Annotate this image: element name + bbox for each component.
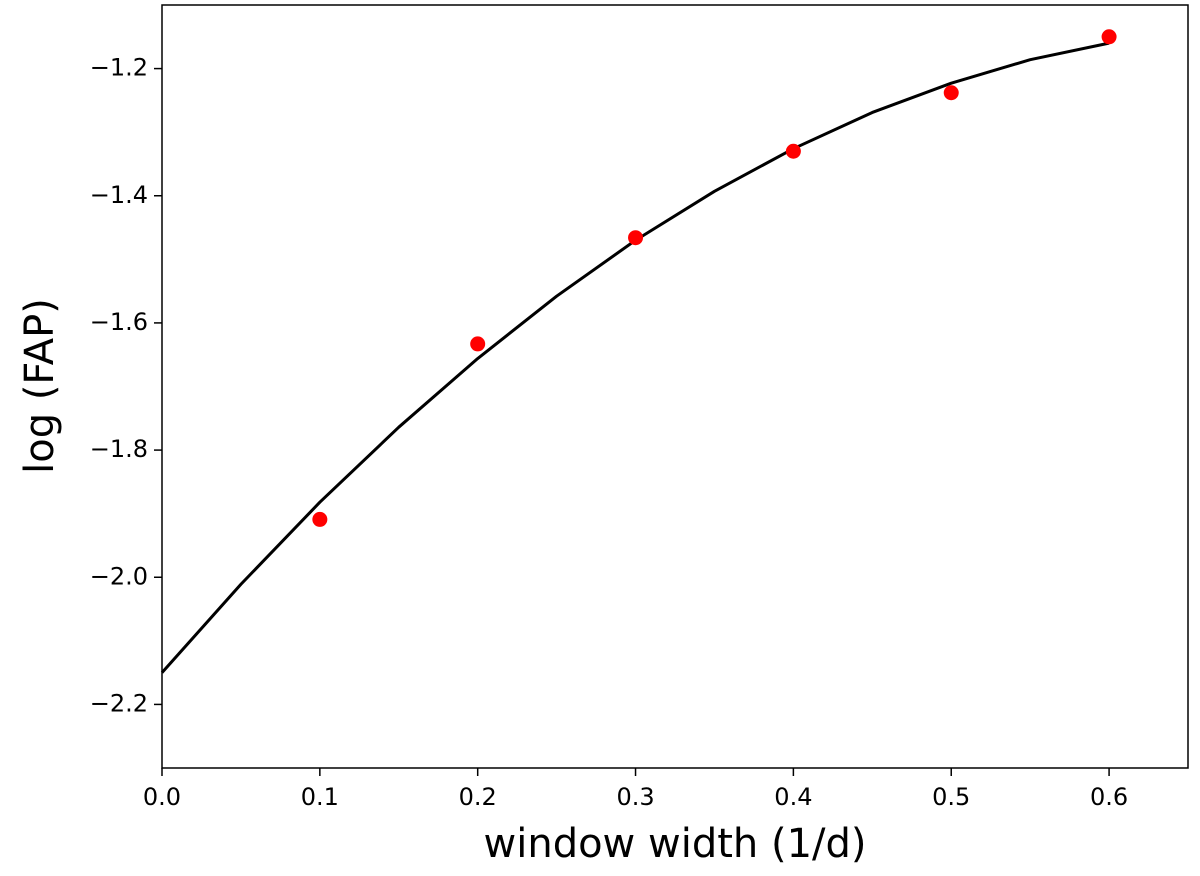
data-point <box>1101 29 1117 45</box>
y-tick-label: −1.4 <box>90 181 148 209</box>
y-axis-label: log (FAP) <box>17 298 63 474</box>
x-tick-label: 0.5 <box>932 783 970 811</box>
data-point <box>312 511 328 527</box>
data-point <box>785 143 801 159</box>
data-point <box>943 85 959 101</box>
x-tick-label: 0.3 <box>616 783 654 811</box>
x-tick-label: 0.4 <box>774 783 812 811</box>
y-tick-label: −1.2 <box>90 54 148 82</box>
plot-frame <box>161 4 1189 769</box>
y-tick-label: −1.8 <box>90 435 148 463</box>
x-tick-label: 0.1 <box>301 783 339 811</box>
data-point <box>628 230 644 246</box>
data-point <box>470 336 486 352</box>
x-axis-label: window width (1/d) <box>484 821 867 867</box>
y-tick-label: −2.2 <box>90 689 148 717</box>
x-tick-label: 0.0 <box>143 783 181 811</box>
x-tick-label: 0.6 <box>1090 783 1128 811</box>
x-tick-label: 0.2 <box>459 783 497 811</box>
y-tick-label: −1.6 <box>90 308 148 336</box>
y-tick-label: −2.0 <box>90 562 148 590</box>
fit-line <box>160 41 1110 674</box>
